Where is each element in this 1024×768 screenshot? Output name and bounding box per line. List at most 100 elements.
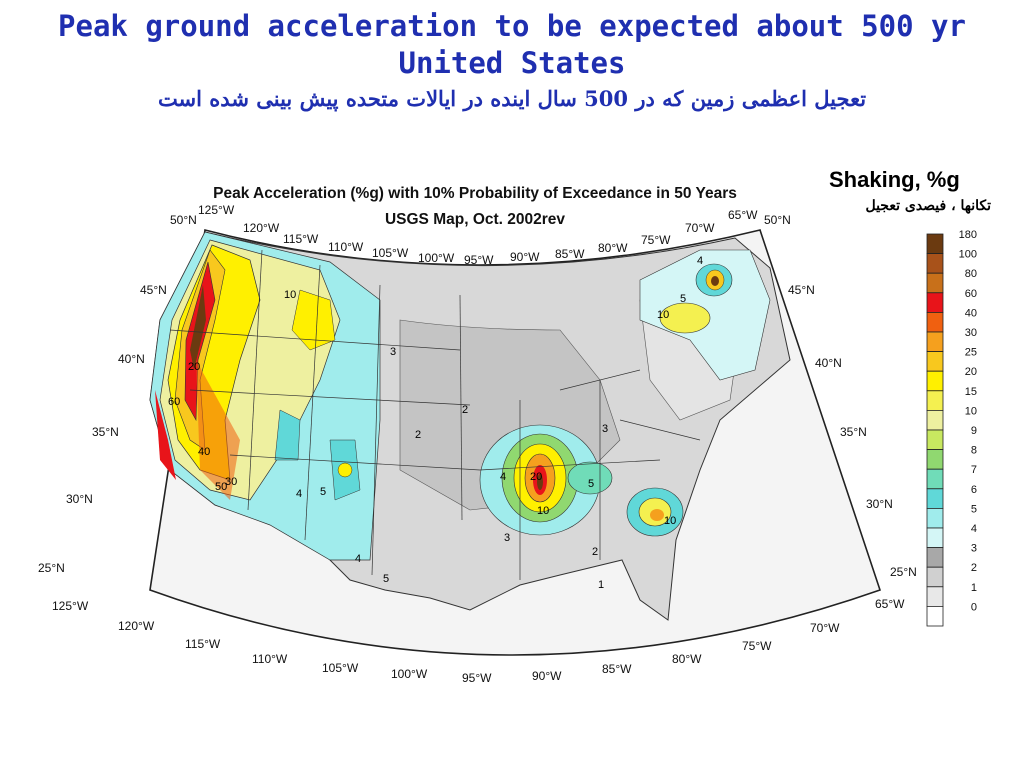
legend-tick-label: 100 <box>959 249 977 261</box>
right-latitude-label: 25°N <box>890 565 917 579</box>
northeast-zone <box>639 249 771 381</box>
bottom-longitude-label: 70°W <box>810 621 840 635</box>
right-latitude-label: 50°N <box>764 213 791 227</box>
bottom-longitude-label: 85°W <box>602 662 632 676</box>
top-longitude-label: 110°W <box>328 240 364 254</box>
bottom-longitude-label: 95°W <box>462 671 492 685</box>
contour-label: 5 <box>588 478 594 490</box>
contour-label: 5 <box>320 486 326 498</box>
contour-label: 4 <box>355 553 361 565</box>
legend-swatch <box>926 429 944 451</box>
left-latitude-label: 25°N <box>38 561 65 575</box>
bottom-longitude-label: 110°W <box>252 652 288 666</box>
legend-tick-label: 10 <box>965 405 977 417</box>
contour-label: 3 <box>390 346 396 358</box>
contour-label: 10 <box>284 289 296 301</box>
legend-tick-label: 7 <box>971 464 977 476</box>
graticule-labels: 125°W 120°W 115°W 110°W 105°W 100°W 95°W… <box>38 203 917 685</box>
contour-labels: 10 20 60 40 50 30 4 5 2 3 4 5 10 20 5 10… <box>168 255 703 591</box>
state-boundaries <box>169 249 701 580</box>
legend-swatch <box>926 449 944 470</box>
legend-tick-label: 30 <box>965 327 977 339</box>
top-longitude-label: 100°W <box>418 251 455 265</box>
left-latitude-label: 30°N <box>66 492 93 506</box>
new-madrid-zone <box>479 424 601 536</box>
legend-swatch <box>926 311 944 333</box>
contour-label: 4 <box>500 471 506 483</box>
slide-title: Peak ground acceleration to be expected … <box>0 8 1024 82</box>
legend-tick-label: 4 <box>971 523 977 535</box>
top-longitude-label: 120°W <box>243 221 280 235</box>
legend-swatch <box>926 253 944 274</box>
legend-swatch <box>926 586 944 607</box>
contour-label: 40 <box>198 446 210 458</box>
legend-tick-label: 3 <box>971 543 977 555</box>
legend-tick-label: 20 <box>965 366 977 378</box>
top-longitude-label: 65°W <box>728 208 758 222</box>
bottom-longitude-label: 65°W <box>875 597 905 611</box>
legend-tick-label: 80 <box>965 268 977 280</box>
persian-subtitle: تعجیل اعظمی زمین که در 500 سال اینده در … <box>157 86 867 111</box>
left-latitude-label: 35°N <box>92 425 119 439</box>
legend-tick-label: 25 <box>965 347 977 359</box>
contour-label: 4 <box>296 488 302 500</box>
left-latitude-label: 40°N <box>118 352 145 366</box>
legend-title: Shaking, %g <box>829 167 960 192</box>
top-longitude-label: 80°W <box>598 241 628 255</box>
bottom-longitude-label: 100°W <box>391 667 428 681</box>
legend-swatch <box>926 527 944 549</box>
contour-label: 2 <box>592 546 598 558</box>
legend-tick-label: 180 <box>959 229 977 241</box>
contour-label: 20 <box>530 471 542 483</box>
legend-tick-label: 2 <box>971 562 977 574</box>
slide-title-line2: United States <box>398 46 626 80</box>
top-longitude-label: 115°W <box>283 232 319 246</box>
contour-label: 5 <box>680 293 686 305</box>
slide-title-line1: Peak ground acceleration to be expected … <box>58 9 966 43</box>
bottom-longitude-label: 105°W <box>322 661 359 675</box>
legend-swatch <box>926 233 944 255</box>
bottom-longitude-label: 90°W <box>532 669 562 683</box>
contour-label: 10 <box>537 505 549 517</box>
right-latitude-label: 45°N <box>788 283 815 297</box>
legend-swatch <box>926 331 944 353</box>
contour-label: 4 <box>697 255 703 267</box>
right-latitude-label: 35°N <box>840 425 867 439</box>
map-heading: Peak Acceleration (%g) with 10% Probabil… <box>213 185 737 202</box>
legend-swatch <box>926 272 944 294</box>
contour-label: 20 <box>188 361 200 373</box>
bottom-longitude-label: 125°W <box>52 599 89 613</box>
legend-tick-label: 40 <box>965 307 977 319</box>
contour-label: 30 <box>225 476 237 488</box>
right-latitude-label: 30°N <box>866 497 893 511</box>
bottom-longitude-label: 75°W <box>742 639 772 653</box>
top-longitude-label: 90°W <box>510 250 540 264</box>
legend-swatch <box>926 292 944 313</box>
legend-swatch <box>926 409 944 431</box>
contour-label: 2 <box>415 429 421 441</box>
contour-label: 2 <box>462 404 468 416</box>
contour-label: 5 <box>383 573 389 585</box>
left-latitude-label: 50°N <box>170 213 197 227</box>
top-longitude-label: 75°W <box>641 233 671 247</box>
top-longitude-label: 70°W <box>685 221 715 235</box>
legend-swatch <box>926 507 944 529</box>
legend-tick-label: 9 <box>971 425 977 437</box>
top-longitude-label: 125°W <box>198 203 235 217</box>
legend-tick-label: 60 <box>965 288 977 300</box>
bottom-longitude-label: 120°W <box>118 619 155 633</box>
legend-tick-label: 6 <box>971 484 977 496</box>
legend-swatch <box>926 351 944 372</box>
contour-label: 10 <box>664 515 676 527</box>
western-hazard-zone <box>149 231 381 561</box>
legend-swatch <box>926 566 944 588</box>
legend-tick-label: 15 <box>965 386 977 398</box>
contour-label: 3 <box>504 532 510 544</box>
legend-swatch <box>926 606 944 627</box>
top-longitude-label: 95°W <box>464 253 494 267</box>
legend-swatch <box>926 370 944 392</box>
top-longitude-label: 85°W <box>555 247 585 261</box>
legend-swatch <box>926 488 944 509</box>
